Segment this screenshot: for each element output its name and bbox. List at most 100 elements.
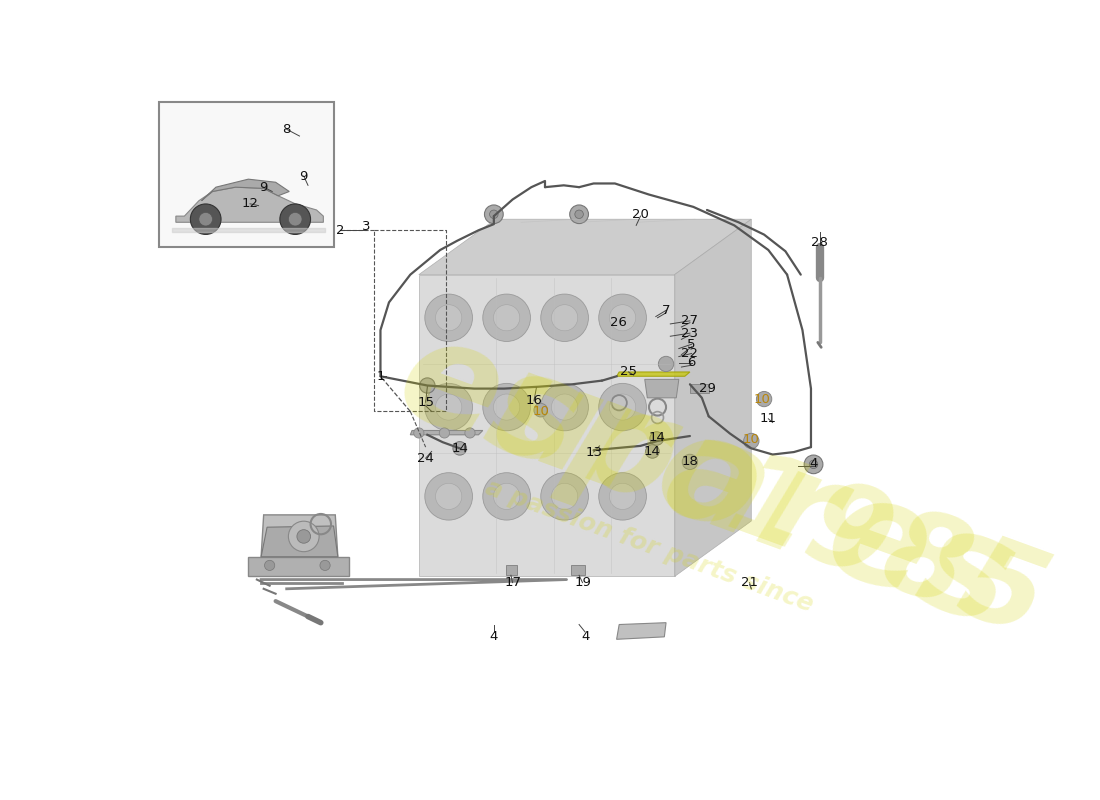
Circle shape — [682, 454, 697, 470]
Text: 8: 8 — [283, 122, 290, 136]
Text: 27: 27 — [681, 314, 698, 327]
Polygon shape — [690, 384, 708, 393]
Text: 20: 20 — [632, 208, 649, 221]
Bar — [158, 102, 333, 247]
Circle shape — [190, 204, 221, 234]
Circle shape — [436, 483, 462, 510]
Text: 6: 6 — [688, 356, 696, 370]
Text: 17: 17 — [504, 576, 521, 589]
Circle shape — [465, 428, 475, 438]
Text: 23: 23 — [681, 326, 698, 340]
Text: 24: 24 — [417, 452, 434, 465]
Text: 22: 22 — [681, 347, 698, 360]
Circle shape — [453, 442, 466, 455]
Circle shape — [551, 394, 578, 420]
Circle shape — [279, 204, 310, 234]
Circle shape — [297, 530, 310, 543]
Text: 4: 4 — [810, 457, 817, 470]
Text: 12: 12 — [242, 198, 258, 210]
Circle shape — [534, 403, 548, 417]
Text: 9: 9 — [260, 181, 268, 194]
Text: spares: spares — [470, 337, 1033, 656]
Text: 10: 10 — [742, 434, 760, 446]
Text: 2: 2 — [337, 224, 344, 237]
Text: 16: 16 — [526, 394, 542, 407]
Circle shape — [483, 383, 530, 430]
Circle shape — [494, 305, 520, 331]
Circle shape — [483, 294, 530, 342]
Text: 13: 13 — [585, 446, 602, 458]
Text: 10: 10 — [754, 393, 770, 406]
Text: 3: 3 — [362, 220, 371, 233]
Polygon shape — [571, 566, 585, 575]
Circle shape — [494, 394, 520, 420]
Circle shape — [484, 205, 503, 223]
Circle shape — [199, 213, 212, 226]
Circle shape — [541, 473, 589, 520]
Circle shape — [420, 378, 434, 393]
Circle shape — [288, 521, 319, 552]
Circle shape — [659, 356, 673, 371]
Text: 26: 26 — [609, 316, 627, 329]
Text: 1: 1 — [376, 370, 385, 382]
Circle shape — [551, 483, 578, 510]
Circle shape — [483, 473, 530, 520]
Text: 18: 18 — [682, 455, 698, 469]
Text: 14: 14 — [648, 431, 666, 444]
Circle shape — [288, 213, 302, 226]
Polygon shape — [617, 372, 690, 376]
Polygon shape — [419, 274, 674, 577]
Text: 4: 4 — [490, 630, 498, 643]
Circle shape — [810, 460, 817, 469]
Polygon shape — [645, 379, 679, 398]
Circle shape — [598, 473, 647, 520]
Circle shape — [609, 483, 636, 510]
Polygon shape — [506, 566, 517, 575]
Text: 14: 14 — [451, 442, 469, 455]
Text: 15: 15 — [417, 396, 434, 409]
Polygon shape — [410, 430, 483, 435]
Circle shape — [436, 305, 462, 331]
Text: 9: 9 — [299, 170, 308, 182]
Polygon shape — [201, 179, 289, 201]
Circle shape — [609, 394, 636, 420]
Circle shape — [541, 383, 589, 430]
Circle shape — [320, 560, 330, 570]
Text: 14: 14 — [644, 445, 661, 458]
Circle shape — [650, 432, 663, 446]
Polygon shape — [176, 187, 323, 222]
Polygon shape — [261, 526, 338, 557]
Circle shape — [570, 205, 589, 223]
Circle shape — [425, 473, 473, 520]
Text: 21: 21 — [741, 576, 758, 589]
Text: 4: 4 — [581, 630, 590, 643]
Polygon shape — [261, 515, 338, 557]
Polygon shape — [617, 622, 667, 639]
Circle shape — [541, 294, 589, 342]
Circle shape — [598, 383, 647, 430]
Circle shape — [425, 383, 473, 430]
Text: 25: 25 — [620, 366, 637, 378]
Circle shape — [575, 210, 583, 218]
Text: 5: 5 — [688, 338, 696, 350]
Circle shape — [609, 305, 636, 331]
Circle shape — [598, 294, 647, 342]
Polygon shape — [674, 219, 751, 577]
Text: 28: 28 — [811, 236, 828, 249]
Circle shape — [804, 455, 823, 474]
Circle shape — [264, 560, 275, 570]
Circle shape — [414, 428, 424, 438]
Circle shape — [425, 294, 473, 342]
Circle shape — [490, 210, 498, 218]
Text: 1985: 1985 — [714, 442, 1062, 662]
Circle shape — [436, 394, 462, 420]
Text: 10: 10 — [532, 405, 549, 418]
Polygon shape — [419, 219, 751, 274]
Text: a passion for parts since: a passion for parts since — [482, 475, 816, 616]
Text: 19: 19 — [574, 576, 591, 589]
Circle shape — [757, 391, 772, 406]
Text: 29: 29 — [698, 382, 715, 395]
Circle shape — [551, 305, 578, 331]
Circle shape — [494, 483, 520, 510]
Circle shape — [646, 445, 659, 458]
